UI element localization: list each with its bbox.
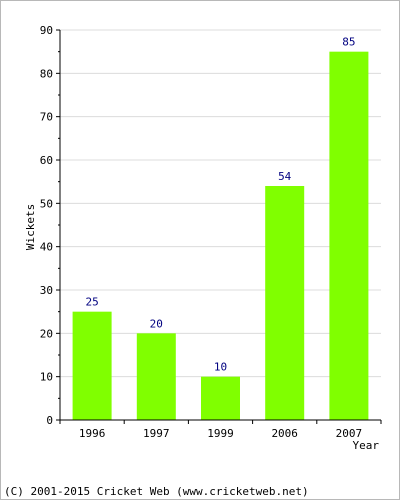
bar-1997 bbox=[136, 333, 176, 420]
y-tick-label: 40 bbox=[40, 241, 53, 254]
bars bbox=[72, 51, 369, 421]
copyright-text: (C) 2001-2015 Cricket Web (www.cricketwe… bbox=[4, 485, 309, 498]
bar-2006 bbox=[265, 186, 305, 420]
bar-2007 bbox=[329, 51, 369, 421]
x-tick-label-1997: 1997 bbox=[143, 427, 170, 440]
x-tick-label-2006: 2006 bbox=[271, 427, 298, 440]
x-tick-label-1999: 1999 bbox=[207, 427, 234, 440]
x-tick-label-2007: 2007 bbox=[336, 427, 363, 440]
y-tick-label: 50 bbox=[40, 197, 53, 210]
y-axis-label: Wickets bbox=[24, 204, 37, 250]
value-label-2007: 85 bbox=[342, 36, 355, 49]
value-labels: 25 20 10 54 85 bbox=[85, 36, 355, 374]
y-tick-label: 60 bbox=[40, 154, 53, 167]
y-tick-label: 30 bbox=[40, 284, 53, 297]
y-tick-label: 80 bbox=[40, 67, 53, 80]
bar-1996 bbox=[72, 311, 112, 420]
y-tick-label: 0 bbox=[46, 414, 53, 427]
y-tick-label: 90 bbox=[40, 24, 53, 37]
gridlines bbox=[60, 29, 381, 378]
value-label-1996: 25 bbox=[85, 296, 98, 309]
value-label-1997: 20 bbox=[150, 317, 163, 330]
tick-labels: 0 10 20 30 40 50 60 70 80 90 1996 1997 1999 2006 2007 bbox=[40, 24, 362, 440]
y-tick-label: 20 bbox=[40, 327, 53, 340]
value-label-2006: 54 bbox=[278, 170, 292, 183]
y-tick-label: 10 bbox=[40, 371, 53, 384]
axes bbox=[56, 29, 382, 424]
x-tick-label-1996: 1996 bbox=[79, 427, 106, 440]
value-label-1999: 10 bbox=[214, 361, 227, 374]
x-axis-label: Year bbox=[353, 439, 380, 452]
y-tick-label: 70 bbox=[40, 111, 53, 124]
bar-1999 bbox=[201, 376, 240, 420]
